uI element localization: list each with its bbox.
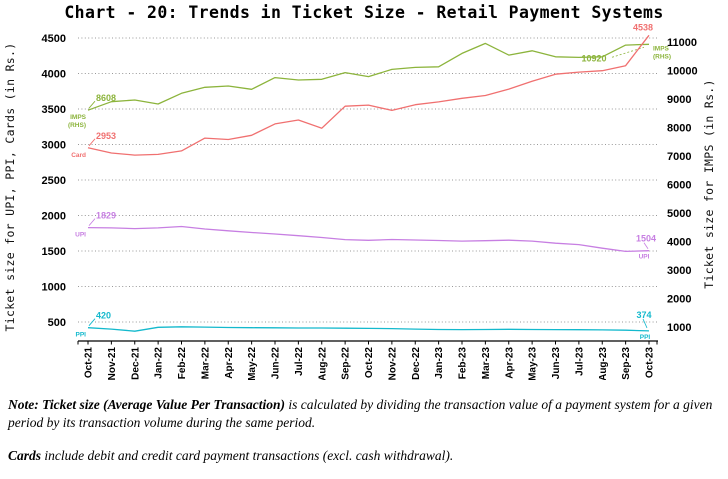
svg-text:3000: 3000 (42, 140, 66, 152)
x-tick-label: Jun-23 (551, 347, 562, 380)
svg-text:3500: 3500 (42, 104, 66, 116)
svg-text:1000: 1000 (42, 282, 66, 294)
note-cards-bold: Cards (8, 448, 42, 464)
start-value-label-imps-rhs: 8608 (96, 93, 116, 103)
y-axis-left-title: Ticket size for UPI, PPI, Cards (in Rs.) (3, 43, 17, 332)
x-tick-label: Dec-22 (411, 347, 422, 380)
chart-title: Chart - 20: Trends in Ticket Size - Reta… (64, 3, 664, 22)
end-series-label-upi: UPI (639, 254, 650, 261)
line-chart: 500 1000 1500 2000 2500 3000 3500 4000 4500 1000 2… (3, 22, 716, 381)
x-tick-label: Apr-23 (504, 347, 515, 379)
y-axis-right-title: Ticket size for IMPS (in Rs.) (702, 79, 716, 288)
svg-text:4500: 4500 (42, 33, 66, 45)
x-tick-label: Feb-23 (458, 347, 469, 380)
series-line-imps-rhs (87, 42, 650, 111)
x-tick-label: Oct-22 (364, 347, 375, 379)
start-series-label-imps-rhs: IMPS (70, 114, 87, 121)
end-value-label-upi: 1504 (636, 234, 656, 244)
series-line-card (87, 34, 650, 156)
start-series-label-upi: UPI (75, 232, 86, 239)
svg-text:4000: 4000 (42, 69, 66, 81)
start-series-label-ppi: PPI (76, 332, 87, 339)
note-ticket-size: Note: Ticket size (Average Value Per Tra… (8, 396, 718, 431)
x-tick-label: Jan-23 (434, 347, 445, 379)
note-ticket-size-text: is calculated by dividing the transactio… (8, 397, 713, 430)
svg-text:9000: 9000 (667, 94, 691, 106)
start-value-label-ppi: 420 (96, 311, 111, 321)
x-axis: Oct-21 Nov-21 Dec-21 Jan-22 Feb-22 Mar-22 Apr-… (77, 340, 658, 381)
x-tick-label: Nov-22 (387, 347, 398, 380)
svg-text:5000: 5000 (667, 208, 691, 220)
x-tick-label: May-22 (247, 347, 258, 380)
svg-text:7000: 7000 (667, 151, 691, 163)
end-series-label-imps-rhs: IMPS (653, 45, 670, 52)
series-upi: 1829 UPI 1504 UPI (75, 211, 656, 261)
svg-text:10000: 10000 (667, 66, 698, 78)
series-line-upi (87, 225, 650, 253)
end-series-label-ppi: PPI (640, 334, 651, 341)
series-card: 2953 Card 4538 (71, 22, 653, 159)
x-tick-label: Jul-22 (294, 347, 305, 376)
footnotes: Note: Ticket size (Average Value Per Tra… (0, 380, 728, 465)
x-tick-label: Oct-21 (84, 347, 95, 379)
end-value-label-ppi: 374 (636, 310, 651, 320)
start-series-label-imps-rhs: (RHS) (68, 122, 86, 129)
svg-text:11000: 11000 (667, 37, 697, 49)
start-value-label-card: 2953 (96, 131, 116, 141)
x-tick-label: Jul-23 (574, 347, 585, 376)
note-cards-text: include debit and credit card payment tr… (41, 448, 454, 464)
x-tick-label: Mar-22 (200, 347, 211, 380)
gridlines (78, 37, 657, 323)
series-line-ppi (87, 326, 650, 332)
end-value-label-card: 4538 (633, 22, 653, 32)
end-value-label-imps-rhs: 10920 (581, 53, 606, 63)
x-tick-label: Feb-22 (177, 347, 188, 380)
x-tick-label: Dec-21 (130, 347, 141, 380)
svg-text:1500: 1500 (42, 246, 66, 258)
note-ticket-size-bold: Note: Ticket size (Average Value Per Tra… (8, 397, 285, 412)
x-tick-label: Apr-22 (224, 347, 235, 379)
note-cards: Cards include debit and credit card paym… (8, 447, 718, 465)
svg-text:6000: 6000 (667, 180, 691, 192)
svg-text:8000: 8000 (667, 123, 691, 135)
start-series-label-card: Card (71, 152, 86, 159)
x-tick-label: Jan-22 (154, 347, 165, 379)
series-ppi: 420 PPI 374 PPI (76, 310, 652, 341)
x-tick-label: Aug-23 (598, 347, 609, 380)
x-tick-label: Jun-22 (271, 347, 282, 380)
y-axis-right-ticks: 1000 2000 3000 4000 5000 6000 7000 8000 9000 1000… (667, 37, 698, 334)
x-tick-label: Oct-23 (645, 347, 656, 379)
end-series-label-imps-rhs: (RHS) (653, 53, 671, 60)
svg-text:2000: 2000 (667, 294, 691, 306)
svg-text:500: 500 (48, 317, 66, 329)
start-value-label-upi: 1829 (96, 211, 116, 221)
x-tick-label: Nov-21 (107, 347, 118, 380)
x-tick-label: Mar-23 (481, 347, 492, 380)
chart-area: 500 1000 1500 2000 2500 3000 3500 4000 4500 1000 2… (0, 22, 728, 381)
svg-text:2500: 2500 (42, 175, 66, 187)
x-tick-label: Aug-22 (317, 347, 328, 380)
svg-text:1000: 1000 (667, 322, 691, 334)
x-tick-label: May-23 (528, 347, 539, 380)
svg-text:3000: 3000 (667, 265, 691, 277)
svg-text:4000: 4000 (667, 237, 691, 249)
x-tick-label: Sep-23 (621, 347, 632, 380)
x-tick-label: Sep-22 (341, 347, 352, 380)
svg-text:2000: 2000 (42, 211, 66, 223)
y-axis-left-ticks: 500 1000 1500 2000 2500 3000 3500 4000 4500 (42, 33, 66, 329)
